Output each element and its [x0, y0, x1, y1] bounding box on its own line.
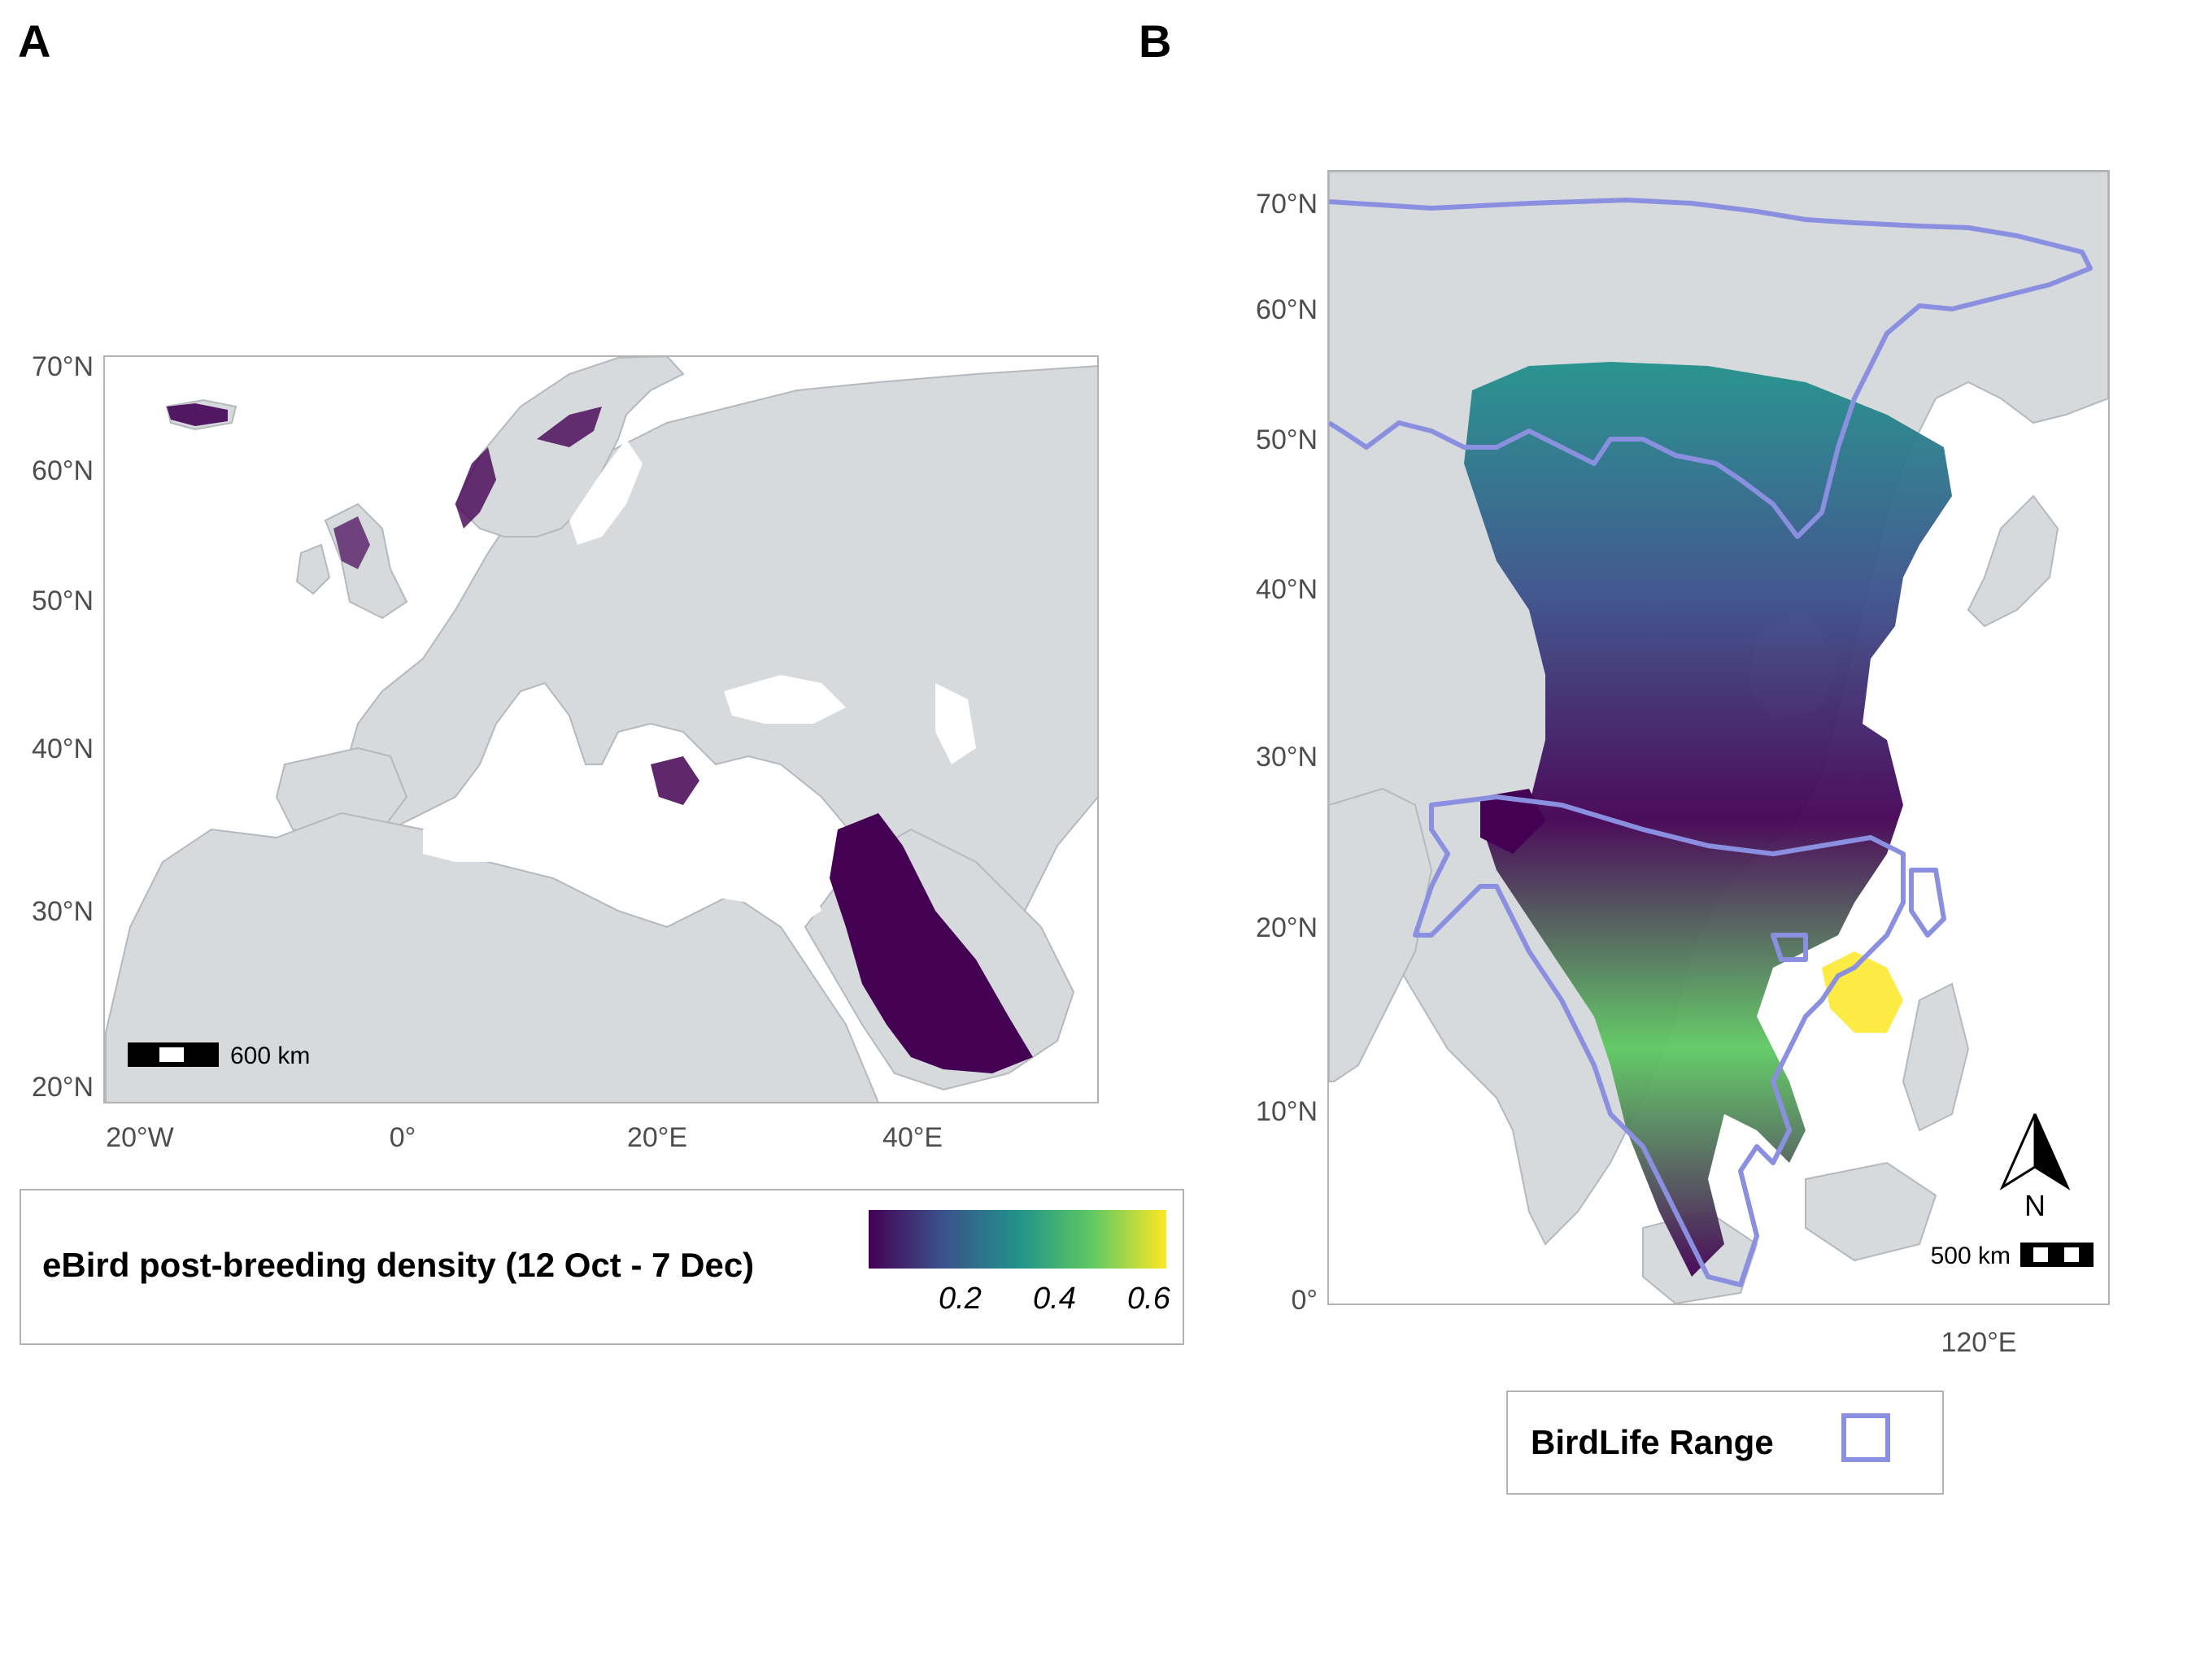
birdlife-range-outline [1329, 198, 2093, 1287]
lat-label: 60°N [32, 455, 94, 486]
density-tick: 0.2 [939, 1282, 982, 1316]
lat-label: 20°N [32, 1072, 94, 1103]
lat-label: 40°N [1256, 574, 1318, 605]
density-tick: 0.4 [1033, 1282, 1076, 1316]
lat-axis-a: 70°N 60°N 50°N 40°N 30°N 20°N [32, 351, 94, 1103]
lat-axis-b: 70°N 60°N 50°N 40°N 30°N 20°N 10°N 0° [1256, 189, 1318, 1316]
scalebar-b-label: 500 km [1931, 1243, 2011, 1269]
range-legend-title: BirdLife Range [1531, 1423, 1774, 1461]
lon-label: 20°E [627, 1122, 687, 1153]
density-layer-a [167, 403, 1033, 1073]
lon-label: 40°E [882, 1122, 943, 1153]
lon-label: 20°W [106, 1122, 174, 1153]
lat-label: 70°N [1256, 189, 1318, 220]
lat-label: 60°N [1256, 294, 1318, 325]
lat-label: 40°N [32, 733, 94, 764]
density-legend: eBird post-breeding density (12 Oct - 7 … [20, 1189, 1184, 1345]
panel-b-letter: B [1139, 15, 1172, 67]
lat-label: 70°N [32, 351, 94, 382]
range-legend-swatch [1841, 1413, 1890, 1462]
range-legend: BirdLife Range [1506, 1391, 1944, 1495]
lat-label: 0° [1291, 1285, 1318, 1316]
water-layer-a [423, 439, 976, 927]
lon-axis-b: 120°E [1941, 1327, 2016, 1358]
lat-label: 50°N [1256, 424, 1318, 455]
scalebar-a: 600 km [128, 1042, 310, 1069]
lat-label: 30°N [32, 896, 94, 927]
map-panel-b[interactable]: 70°N 60°N 50°N 40°N 30°N 20°N 10°N 0° 12… [1187, 155, 2180, 1374]
lat-label: 10°N [1256, 1096, 1318, 1127]
density-legend-title: eBird post-breeding density (12 Oct - 7 … [42, 1246, 755, 1284]
panel-a-letter: A [18, 15, 51, 67]
north-arrow-label: N [2024, 1189, 2046, 1222]
lon-label: 120°E [1941, 1327, 2016, 1358]
north-arrow-icon: N [1999, 1113, 2071, 1222]
map-panel-a[interactable]: 70°N 60°N 50°N 40°N 30°N 20°N 20°W 0° 20… [0, 342, 1139, 1155]
scalebar-b: 500 km [1931, 1243, 2094, 1269]
lon-axis-a: 20°W 0° 20°E 40°E [106, 1122, 943, 1153]
lat-label: 30°N [1256, 742, 1318, 773]
density-colorbar [869, 1210, 1166, 1269]
scalebar-a-label: 600 km [230, 1042, 310, 1069]
lat-label: 50°N [32, 585, 94, 616]
lon-label: 0° [390, 1122, 416, 1153]
lat-label: 20°N [1256, 912, 1318, 943]
density-tick: 0.6 [1127, 1282, 1170, 1316]
